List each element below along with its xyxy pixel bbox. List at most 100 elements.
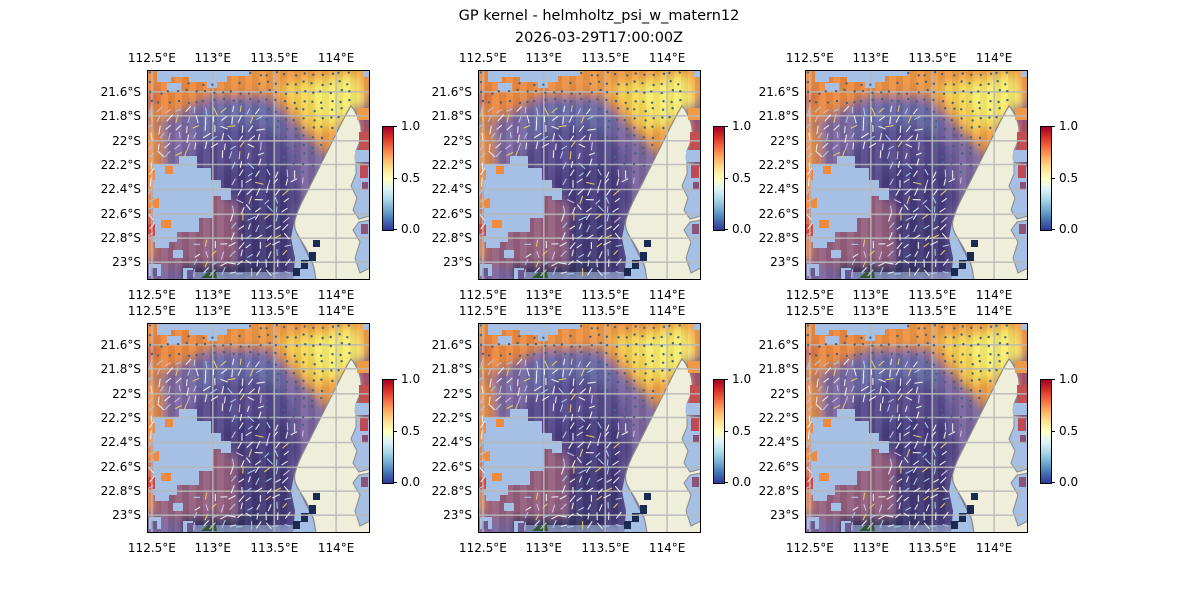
y-tick-label: 22.2°S: [431, 410, 472, 425]
y-tick-label: 22.4°S: [758, 435, 799, 450]
colorbar-tick-label: 0.5: [1059, 423, 1079, 438]
colorbar-tick-label: 1.0: [732, 372, 752, 386]
y-tick-label: 22.8°S: [431, 484, 472, 499]
y-tick-label: 22.8°S: [100, 231, 141, 246]
colorbar-tick: [393, 229, 397, 230]
x-tick-label-top: 113.5°E: [250, 51, 299, 65]
y-tick-label: 22°S: [112, 386, 141, 401]
y-tick-label: 23°S: [770, 255, 799, 270]
colorbar-tick: [724, 229, 728, 230]
x-tick-label-top: 113°E: [852, 304, 890, 318]
colorbar-r1c2: [1040, 379, 1052, 484]
map-panel-r1c0: [147, 323, 370, 533]
y-tick-label: 23°S: [112, 255, 141, 270]
y-tick-label: 22.8°S: [758, 484, 799, 499]
colorbar-tick-label: 0.5: [401, 423, 421, 438]
colorbar-r0c1: [713, 126, 725, 231]
x-tick-label-top: 112.5°E: [458, 304, 507, 318]
map-panel-r0c0: [147, 70, 370, 280]
y-tick-label: 21.8°S: [758, 361, 799, 376]
y-tick-label: 22.4°S: [100, 435, 141, 450]
y-tick-label: 22°S: [770, 386, 799, 401]
y-tick-label: 21.6°S: [758, 84, 799, 99]
x-tick-label-bottom: 112.5°E: [127, 288, 176, 302]
colorbar-tick: [1051, 126, 1055, 127]
x-tick-label-bottom: 113°E: [852, 541, 890, 555]
y-tick-label: 22.4°S: [758, 182, 799, 197]
x-tick-label-bottom: 114°E: [975, 541, 1013, 555]
colorbar-tick-label: 0.5: [732, 170, 752, 185]
y-tick-label: 22°S: [770, 133, 799, 148]
colorbar-tick: [393, 379, 397, 380]
y-tick-label: 21.6°S: [431, 337, 472, 352]
x-tick-label-top: 114°E: [648, 51, 686, 65]
x-tick-label-top: 112.5°E: [785, 304, 834, 318]
y-tick-label: 23°S: [443, 508, 472, 523]
x-tick-label-top: 114°E: [317, 304, 355, 318]
x-tick-label-bottom: 113.5°E: [581, 541, 630, 555]
y-tick-label: 23°S: [443, 255, 472, 270]
y-tick-label: 22°S: [443, 386, 472, 401]
x-tick-label-bottom: 112.5°E: [785, 288, 834, 302]
colorbar-tick-label: 1.0: [1059, 372, 1079, 386]
colorbar-tick: [724, 430, 728, 432]
colorbar-tick: [724, 177, 728, 179]
colorbar-tick-label: 1.0: [732, 119, 752, 133]
y-tick-label: 22°S: [112, 133, 141, 148]
x-tick-label-bottom: 113.5°E: [908, 541, 957, 555]
colorbar-r0c0: [382, 126, 394, 231]
x-tick-label-top: 113°E: [525, 304, 563, 318]
colorbar-tick-label: 0.5: [1059, 170, 1079, 185]
x-tick-label-top: 114°E: [975, 304, 1013, 318]
map-panel-r1c2: [805, 323, 1028, 533]
colorbar-tick: [393, 430, 397, 432]
y-tick-label: 21.8°S: [100, 108, 141, 123]
x-tick-label-top: 114°E: [317, 51, 355, 65]
y-tick-label: 22.2°S: [431, 157, 472, 172]
y-tick-label: 22.2°S: [758, 157, 799, 172]
colorbar-tick: [1051, 430, 1055, 432]
x-tick-label-top: 113°E: [525, 51, 563, 65]
y-tick-label: 22.6°S: [431, 460, 472, 475]
x-tick-label-bottom: 113°E: [194, 288, 232, 302]
colorbar-tick-label: 1.0: [401, 119, 421, 133]
colorbar-tick: [393, 482, 397, 483]
colorbar-tick: [1051, 482, 1055, 483]
y-tick-label: 21.8°S: [431, 108, 472, 123]
y-tick-label: 22.6°S: [100, 460, 141, 475]
colorbar-tick-label: 0.0: [732, 475, 752, 489]
x-tick-label-top: 114°E: [975, 51, 1013, 65]
x-tick-label-top: 113.5°E: [250, 304, 299, 318]
colorbar-tick-label: 0.0: [401, 475, 421, 489]
x-tick-label-top: 112.5°E: [127, 304, 176, 318]
colorbar-tick-label: 0.0: [1059, 475, 1079, 489]
x-tick-label-bottom: 114°E: [317, 541, 355, 555]
y-tick-label: 22.8°S: [758, 231, 799, 246]
x-tick-label-top: 113°E: [194, 304, 232, 318]
y-tick-label: 22.8°S: [431, 231, 472, 246]
x-tick-label-bottom: 112.5°E: [458, 541, 507, 555]
y-tick-label: 21.8°S: [431, 361, 472, 376]
y-tick-label: 21.6°S: [100, 84, 141, 99]
y-tick-label: 22.6°S: [758, 460, 799, 475]
colorbar-tick: [1051, 379, 1055, 380]
figure-subtitle: 2026-03-29T17:00:00Z: [514, 30, 684, 46]
x-tick-label-bottom: 113.5°E: [250, 288, 299, 302]
colorbar-tick: [393, 177, 397, 179]
colorbar-r0c2: [1040, 126, 1052, 231]
x-tick-label-bottom: 113.5°E: [908, 288, 957, 302]
colorbar-tick-label: 0.0: [1059, 222, 1079, 236]
x-tick-label-bottom: 113°E: [194, 541, 232, 555]
y-tick-label: 22.6°S: [431, 207, 472, 222]
figure-title: GP kernel - helmholtz_psi_w_matern12: [458, 8, 740, 24]
colorbar-tick: [724, 482, 728, 483]
x-tick-label-bottom: 113°E: [525, 541, 563, 555]
y-tick-label: 23°S: [770, 508, 799, 523]
y-tick-label: 22.4°S: [431, 182, 472, 197]
x-tick-label-bottom: 114°E: [975, 288, 1013, 302]
x-tick-label-top: 113.5°E: [908, 304, 957, 318]
x-tick-label-top: 113.5°E: [908, 51, 957, 65]
colorbar-r1c1: [713, 379, 725, 484]
colorbar-tick: [393, 126, 397, 127]
